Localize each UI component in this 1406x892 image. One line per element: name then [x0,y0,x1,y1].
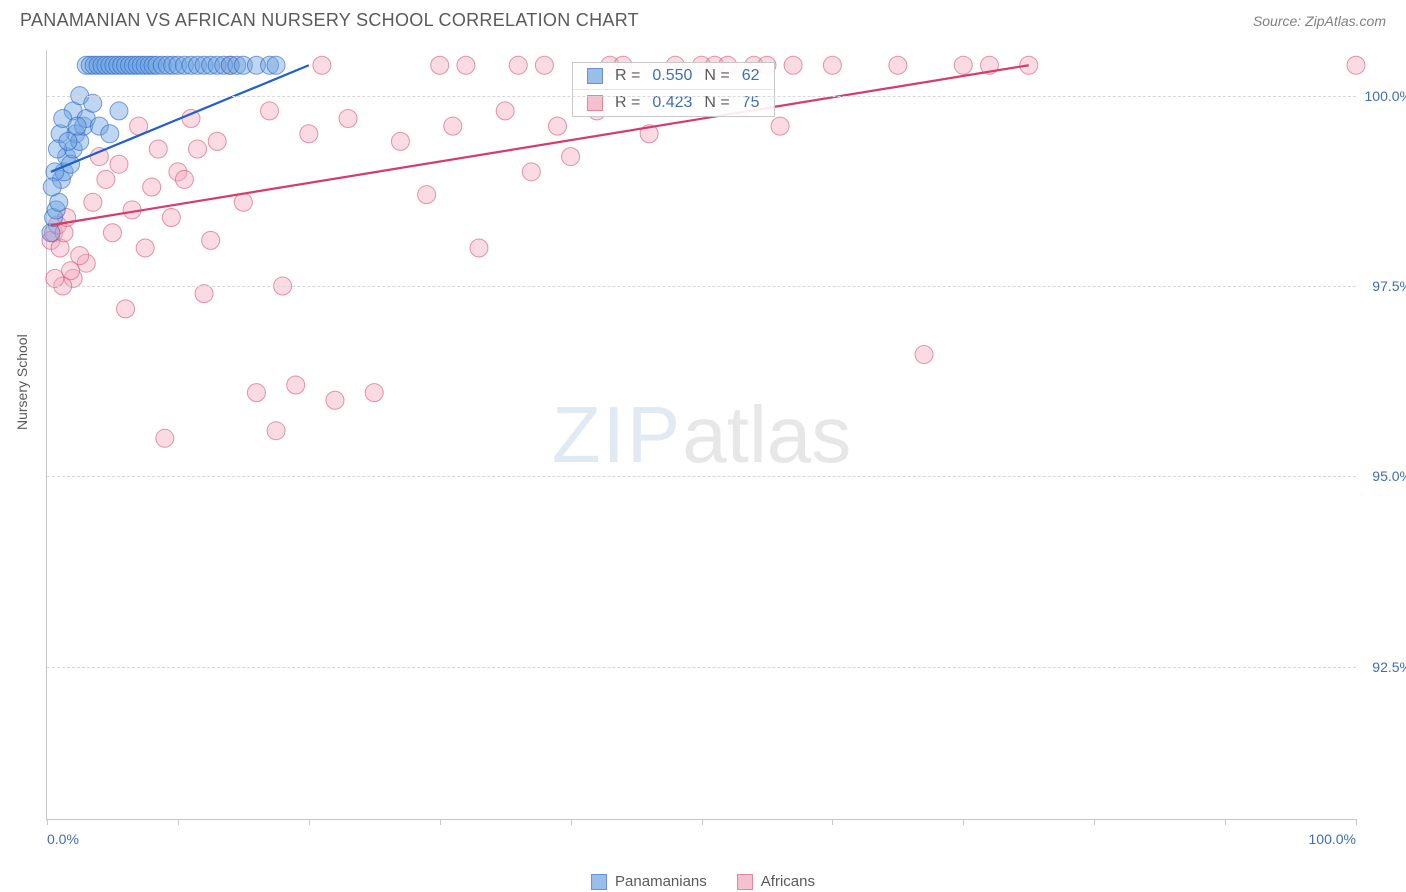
scatter-point-africans [562,148,580,166]
x-tick [1094,819,1095,825]
y-tick-label: 95.0% [1372,468,1406,484]
gridline [47,96,1356,97]
legend-label-panamanians: Panamanians [615,873,707,890]
x-tick-label: 100.0% [1309,831,1356,847]
gridline [47,667,1356,668]
x-tick [963,819,964,825]
scatter-point-africans [149,140,167,158]
scatter-point-africans [234,193,252,211]
source-attribution: Source: ZipAtlas.com [1253,13,1386,29]
scatter-point-africans [156,429,174,447]
scatter-point-africans [175,170,193,188]
scatter-point-africans [915,346,933,364]
scatter-point-africans [143,178,161,196]
legend-label-africans: Africans [761,873,815,890]
scatter-point-africans [889,56,907,74]
scatter-point-panamanians [84,94,102,112]
scatter-point-africans [300,125,318,143]
x-tick [309,819,310,825]
x-tick [178,819,179,825]
scatter-point-africans [418,186,436,204]
stats-n-value-africans: 75 [742,94,760,112]
scatter-point-africans [46,269,64,287]
stats-r-value-africans: 0.423 [652,94,692,112]
scatter-point-africans [287,376,305,394]
scatter-point-africans [84,193,102,211]
scatter-point-africans [97,170,115,188]
stats-swatch-africans [587,95,603,111]
scatter-point-africans [195,285,213,303]
y-axis-label: Nursery School [14,334,30,430]
x-tick [571,819,572,825]
scatter-point-africans [535,56,553,74]
scatter-point-panamanians [68,117,86,135]
legend-item-panamanians: Panamanians [591,873,707,890]
scatter-point-africans [365,384,383,402]
scatter-point-africans [1347,56,1365,74]
stats-r-label: R = [615,67,640,85]
stats-row-panamanians: R = 0.550 N = 62 [573,63,774,89]
gridline [47,476,1356,477]
legend-swatch-africans [737,874,753,890]
scatter-point-africans [784,56,802,74]
chart-title: PANAMANIAN VS AFRICAN NURSERY SCHOOL COR… [20,10,639,31]
scatter-point-panamanians [101,125,119,143]
scatter-point-africans [162,209,180,227]
scatter-point-panamanians [110,102,128,120]
scatter-point-africans [339,110,357,128]
scatter-point-africans [771,117,789,135]
scatter-point-africans [549,117,567,135]
scatter-point-africans [117,300,135,318]
scatter-point-panamanians [43,178,61,196]
scatter-point-africans [522,163,540,181]
chart-plot-area: ZIPatlas R = 0.550 N = 62 R = 0.423 N = … [46,50,1356,820]
stats-r-value-panamanians: 0.550 [652,67,692,85]
header: PANAMANIAN VS AFRICAN NURSERY SCHOOL COR… [0,0,1406,37]
scatter-point-africans [247,384,265,402]
scatter-point-africans [208,132,226,150]
scatter-point-africans [189,140,207,158]
y-tick-label: 97.5% [1372,278,1406,294]
scatter-point-africans [509,56,527,74]
scatter-point-africans [431,56,449,74]
x-tick [1225,819,1226,825]
scatter-point-africans [470,239,488,257]
x-tick [47,819,48,825]
scatter-svg [47,50,1356,819]
stats-row-africans: R = 0.423 N = 75 [573,89,774,116]
x-tick-label: 0.0% [47,831,79,847]
x-tick [832,819,833,825]
scatter-point-africans [103,224,121,242]
stats-box: R = 0.550 N = 62 R = 0.423 N = 75 [572,62,775,117]
legend: Panamanians Africans [591,873,815,890]
scatter-point-africans [954,56,972,74]
scatter-point-africans [202,231,220,249]
legend-swatch-panamanians [591,874,607,890]
y-tick-label: 92.5% [1372,659,1406,675]
scatter-point-africans [313,56,331,74]
stats-swatch-panamanians [587,68,603,84]
scatter-point-africans [261,102,279,120]
scatter-point-africans [267,422,285,440]
scatter-point-africans [391,132,409,150]
x-tick [440,819,441,825]
scatter-point-africans [110,155,128,173]
scatter-point-africans [496,102,514,120]
scatter-point-africans [326,391,344,409]
scatter-point-africans [136,239,154,257]
stats-n-value-panamanians: 62 [742,67,760,85]
stats-n-label: N = [704,94,729,112]
y-tick-label: 100.0% [1365,88,1406,104]
scatter-point-africans [444,117,462,135]
scatter-point-africans [823,56,841,74]
stats-n-label: N = [704,67,729,85]
x-tick [702,819,703,825]
legend-item-africans: Africans [737,873,815,890]
stats-r-label: R = [615,94,640,112]
gridline [47,286,1356,287]
scatter-point-africans [457,56,475,74]
x-tick [1356,819,1357,825]
scatter-point-panamanians [267,56,285,74]
